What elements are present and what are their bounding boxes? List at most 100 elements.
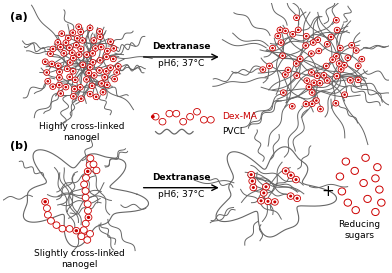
Text: Dex-MA: Dex-MA [221, 112, 256, 121]
Circle shape [80, 229, 87, 235]
Circle shape [87, 155, 94, 162]
Circle shape [77, 25, 80, 28]
Circle shape [277, 27, 283, 33]
Circle shape [310, 52, 313, 55]
Circle shape [97, 58, 103, 63]
Circle shape [85, 78, 88, 81]
Circle shape [79, 86, 82, 88]
Circle shape [106, 50, 109, 52]
Circle shape [316, 48, 322, 54]
Circle shape [80, 97, 83, 100]
Circle shape [248, 171, 255, 178]
Circle shape [75, 44, 78, 46]
Circle shape [66, 68, 69, 70]
Circle shape [305, 103, 307, 105]
Circle shape [67, 37, 69, 39]
Circle shape [321, 73, 327, 78]
Circle shape [93, 74, 96, 77]
Circle shape [282, 72, 288, 77]
Circle shape [93, 167, 100, 174]
Circle shape [336, 173, 344, 180]
Circle shape [345, 55, 351, 61]
Text: PVCL: PVCL [221, 127, 244, 136]
Circle shape [347, 78, 353, 83]
Circle shape [325, 65, 328, 67]
Circle shape [324, 78, 330, 83]
Circle shape [324, 41, 330, 47]
Circle shape [323, 63, 329, 69]
Circle shape [280, 90, 286, 96]
Circle shape [295, 27, 301, 33]
Circle shape [115, 71, 118, 74]
Circle shape [93, 39, 95, 42]
Circle shape [350, 44, 353, 46]
Circle shape [90, 60, 96, 65]
Circle shape [102, 75, 108, 80]
Circle shape [351, 167, 358, 174]
Circle shape [290, 31, 296, 37]
Circle shape [335, 55, 338, 58]
Circle shape [283, 28, 289, 34]
Circle shape [316, 38, 319, 41]
Circle shape [319, 82, 321, 84]
Circle shape [50, 46, 56, 52]
Circle shape [112, 76, 118, 82]
Circle shape [313, 98, 319, 103]
Circle shape [282, 91, 285, 94]
Circle shape [310, 40, 316, 45]
Circle shape [45, 71, 48, 74]
Circle shape [316, 75, 319, 77]
Circle shape [58, 91, 64, 96]
Circle shape [86, 170, 89, 173]
Circle shape [343, 64, 346, 67]
Circle shape [294, 15, 299, 20]
Circle shape [67, 45, 73, 51]
Circle shape [297, 29, 299, 31]
Circle shape [112, 58, 114, 60]
Circle shape [312, 81, 315, 84]
Circle shape [78, 54, 80, 56]
Circle shape [364, 195, 371, 203]
Circle shape [87, 91, 93, 97]
Circle shape [287, 69, 289, 71]
Circle shape [347, 57, 349, 59]
Circle shape [82, 194, 89, 201]
Circle shape [359, 56, 365, 62]
Circle shape [352, 207, 359, 214]
Circle shape [89, 66, 91, 69]
Circle shape [326, 43, 328, 46]
Circle shape [111, 46, 117, 51]
Text: Reducing
sugars: Reducing sugars [339, 220, 381, 240]
Circle shape [79, 31, 82, 33]
Circle shape [89, 83, 95, 89]
Circle shape [315, 99, 318, 102]
Circle shape [372, 175, 379, 182]
Circle shape [66, 225, 73, 232]
Text: pH6; 37°C: pH6; 37°C [158, 189, 204, 198]
Circle shape [250, 173, 253, 176]
Circle shape [76, 37, 78, 40]
Circle shape [336, 29, 338, 31]
Circle shape [304, 78, 310, 84]
Circle shape [103, 69, 109, 74]
Circle shape [71, 94, 76, 99]
Circle shape [102, 91, 104, 94]
Circle shape [47, 80, 49, 82]
Circle shape [355, 77, 361, 83]
Circle shape [271, 47, 274, 49]
Circle shape [207, 117, 214, 123]
Circle shape [357, 79, 359, 81]
Circle shape [330, 57, 336, 63]
Circle shape [341, 63, 347, 68]
Circle shape [73, 88, 76, 90]
Circle shape [333, 17, 339, 23]
Circle shape [333, 100, 339, 106]
Circle shape [86, 162, 93, 168]
Circle shape [58, 76, 61, 79]
Circle shape [372, 209, 379, 216]
Circle shape [303, 101, 309, 107]
Circle shape [65, 41, 67, 44]
Circle shape [71, 51, 74, 54]
Circle shape [105, 56, 108, 58]
Text: +: + [322, 184, 334, 199]
